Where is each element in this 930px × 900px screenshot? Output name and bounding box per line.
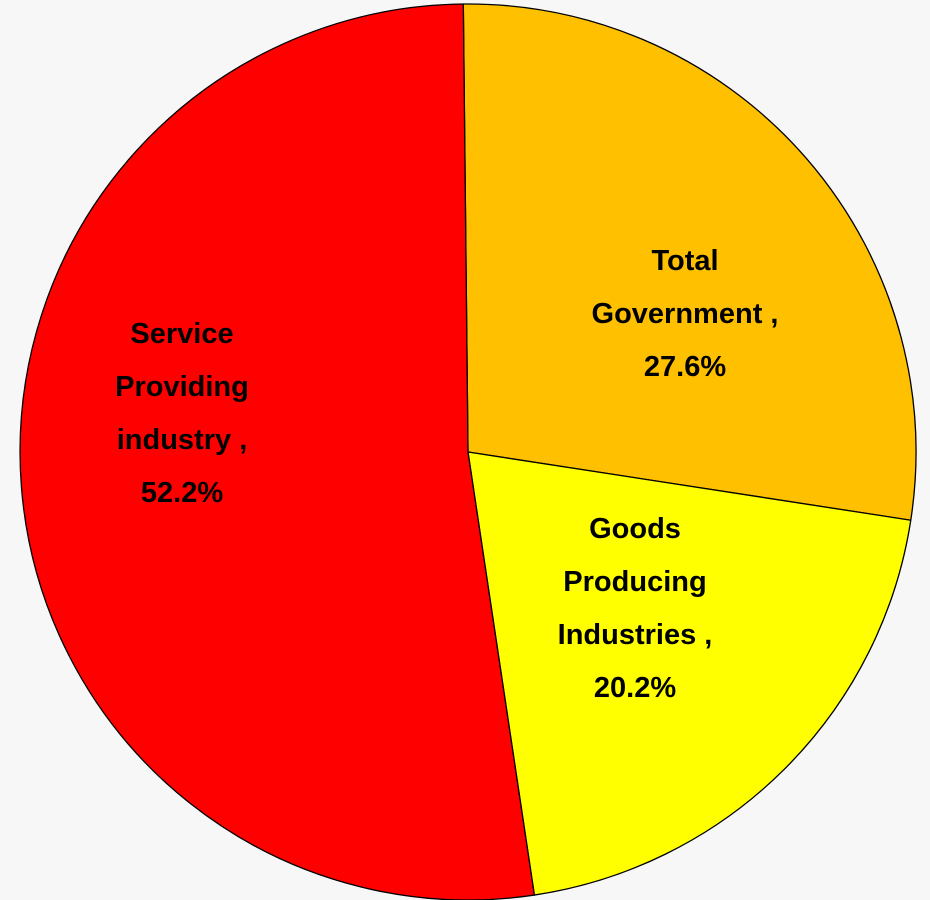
data-label-line: Producing (563, 566, 706, 598)
data-label-line: Industries , (558, 619, 713, 651)
data-label-line: 52.2% (141, 477, 223, 509)
data-label-line: Service (130, 318, 233, 350)
data-label-line: Total (651, 245, 718, 277)
pie-slices (19, 3, 917, 900)
pie-slice-total-government (462, 3, 917, 521)
pie-slice-service-providing-industry (19, 3, 536, 900)
data-label-line: industry , (117, 424, 248, 456)
data-label-total-government: Total Government , 27.6% (592, 245, 779, 383)
pie-slice-goods-producing-industries (467, 451, 912, 896)
data-label-line: Government , (592, 298, 779, 330)
data-label-service-providing-industry: Service Providing industry , 52.2% (115, 318, 249, 509)
data-label-goods-producing-industries: Goods Producing Industries , 20.2% (558, 513, 713, 704)
data-label-line: Goods (589, 513, 681, 545)
pie-labels: Total Government , 27.6% Goods Producing Indu… (115, 245, 778, 704)
data-label-line: 20.2% (594, 672, 676, 704)
data-label-line: 27.6% (644, 351, 726, 383)
data-label-line: Providing (115, 371, 249, 403)
